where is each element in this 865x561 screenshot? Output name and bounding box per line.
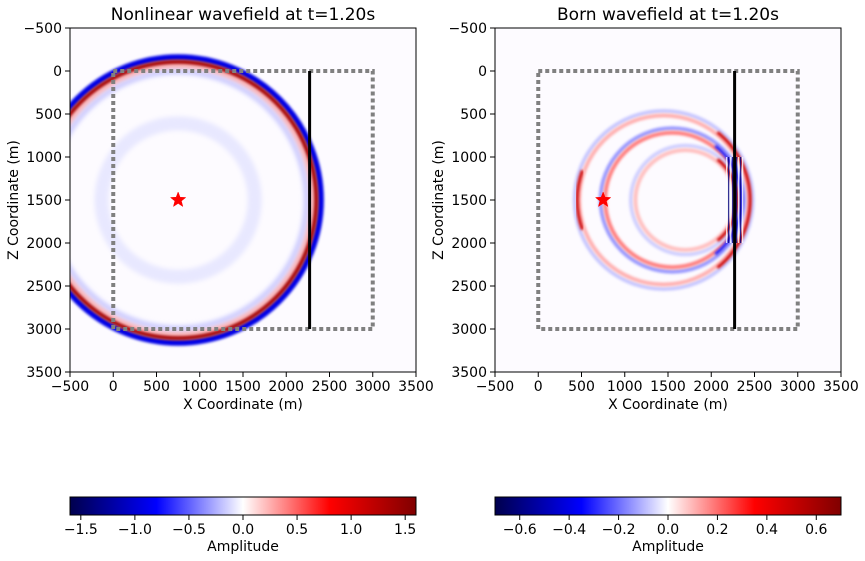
colorbar-tick-label: 1.0 (340, 522, 362, 538)
y-tick-label: −500 (24, 21, 62, 37)
colorbar-ticks: −1.5 −1.0 −0.5 0.0 0.5 1.0 1.5 (64, 515, 416, 538)
colorbar-tick-label: 0.2 (706, 522, 728, 538)
colorbar-tick-label: −0.4 (552, 522, 586, 538)
x-tick-label: 1500 (225, 379, 261, 395)
colorbar-tick-label: 0.6 (805, 522, 827, 538)
colorbar-tick-label: −0.2 (602, 522, 636, 538)
y-ticks: −500 0 500 1000 1500 2000 2500 3000 3500 (449, 21, 495, 381)
domain-box (536, 69, 800, 331)
colorbar-tick-label: −1.0 (118, 522, 152, 538)
born-strong-arc (716, 131, 752, 269)
x-tick-label: 0 (534, 379, 543, 395)
y-tick-label: 500 (35, 107, 62, 123)
x-axis-label: X Coordinate (m) (183, 397, 303, 413)
x-tick-label: 3000 (780, 379, 816, 395)
y-ticks: −500 0 500 1000 1500 2000 2500 3000 3500 (24, 21, 70, 381)
y-tick-label: 2000 (26, 236, 62, 252)
x-axis-label: X Coordinate (m) (608, 397, 728, 413)
x-tick-label: 3000 (355, 379, 391, 395)
born-ring-blue (628, 143, 742, 257)
y-tick-label: 2500 (451, 279, 487, 295)
born-ring-red (577, 113, 751, 287)
chart-title: Nonlinear wavefield at t=1.20s (111, 5, 376, 25)
chart-title: Born wavefield at t=1.20s (557, 5, 779, 25)
y-tick-label: 3000 (26, 322, 62, 338)
wavefront-trailing-band (70, 64, 314, 336)
x-tick-label: 2500 (737, 379, 773, 395)
colorbar-tick-label: 0.4 (756, 522, 778, 538)
colorbar-label: Amplitude (207, 539, 279, 555)
colorbar-ticks: −0.6 −0.4 −0.2 0.0 0.2 0.4 0.6 (503, 515, 828, 538)
y-tick-label: 1000 (451, 150, 487, 166)
born-left-arc (575, 169, 584, 231)
y-tick-label: 1500 (451, 193, 487, 209)
y-axis-label: Z Coordinate (m) (431, 140, 447, 260)
x-tick-label: 500 (143, 379, 170, 395)
x-ticks: −500 0 500 1000 1500 2000 2500 3000 3500 (476, 372, 859, 395)
x-tick-label: 3500 (398, 379, 434, 395)
source-star-marker (169, 191, 187, 208)
y-tick-label: 1000 (26, 150, 62, 166)
x-tick-label: 0 (109, 379, 118, 395)
y-tick-label: 0 (53, 64, 62, 80)
y-tick-label: 2500 (26, 279, 62, 295)
y-tick-label: 500 (460, 107, 487, 123)
y-tick-label: −500 (449, 21, 487, 37)
source-star-marker (594, 191, 612, 208)
x-tick-label: 500 (568, 379, 595, 395)
y-tick-label: 0 (478, 64, 487, 80)
plot-area (495, 28, 841, 372)
colorbar-label: Amplitude (632, 539, 704, 555)
y-tick-label: 3500 (26, 365, 62, 381)
x-tick-label: 1000 (182, 379, 218, 395)
x-tick-label: 2000 (693, 379, 729, 395)
colorbar-gradient (69, 496, 417, 516)
panel-born: Born wavefield at t=1.20s −500 0 500 1000 15… (431, 5, 859, 555)
faint-inner-ring (94, 116, 262, 284)
overlays (536, 69, 800, 331)
y-tick-label: 3500 (451, 365, 487, 381)
colorbar: −1.5 −1.0 −0.5 0.0 0.5 1.0 1.5 Amplitude (64, 496, 417, 555)
y-tick-label: 3000 (451, 322, 487, 338)
wavefront-red-band (70, 59, 319, 341)
born-ring-blue (572, 109, 755, 291)
y-axis-label: Z Coordinate (m) (6, 140, 22, 260)
wavefield-image (70, 54, 324, 346)
panel-nonlinear: Nonlinear wavefield at t=1.20s −500 0 500 1… (6, 5, 434, 555)
colorbar-tick-label: −0.6 (503, 522, 537, 538)
x-tick-label: 1000 (607, 379, 643, 395)
wavefront-blue-band (70, 54, 324, 346)
y-tick-label: 1500 (26, 193, 62, 209)
colorbar-tick-label: 0.0 (657, 522, 679, 538)
colorbar-tick-label: 0.0 (232, 522, 254, 538)
x-tick-label: −500 (51, 379, 89, 395)
domain-box (111, 69, 375, 331)
x-tick-label: 2000 (268, 379, 304, 395)
x-ticks: −500 0 500 1000 1500 2000 2500 3000 3500 (51, 372, 434, 395)
overlays (111, 69, 375, 331)
x-tick-label: −500 (476, 379, 514, 395)
x-tick-label: 3500 (823, 379, 859, 395)
x-tick-label: 2500 (312, 379, 348, 395)
colorbar-tick-label: −0.5 (172, 522, 206, 538)
x-tick-label: 1500 (650, 379, 686, 395)
colorbar-gradient (494, 496, 842, 516)
y-tick-label: 2000 (451, 236, 487, 252)
colorbar-tick-label: 1.5 (394, 522, 416, 538)
colorbar-tick-label: −1.5 (64, 522, 98, 538)
colorbar-tick-label: 0.5 (286, 522, 308, 538)
colorbar: −0.6 −0.4 −0.2 0.0 0.2 0.4 0.6 Amplitude (494, 496, 842, 555)
